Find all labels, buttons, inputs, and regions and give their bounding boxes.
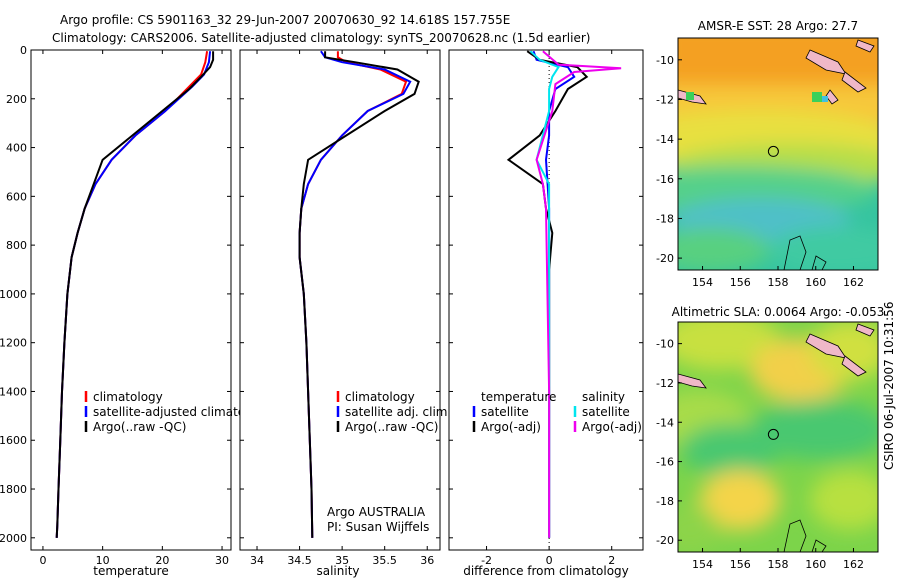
sst-argo-position-marker	[767, 145, 779, 157]
x-tick-label: 0	[39, 554, 46, 567]
map-y-tick-label: -16	[656, 173, 674, 186]
salinity-xlabel: salinity	[316, 564, 359, 578]
legend-label-climatology: climatology	[345, 390, 415, 404]
figure-title-line1: Argo profile: CS 5901163_32 29-Jun-2007 …	[60, 13, 510, 27]
x-tick-label: 30	[215, 554, 229, 567]
map-y-tick-label: -12	[656, 377, 674, 390]
timestamp-side-label: CSIRO 06-Jul-2007 10:31:56	[882, 302, 896, 470]
x-tick-label: 20	[155, 554, 169, 567]
temperature-legend: climatology satellite-adjusted climatolo…	[84, 390, 271, 434]
y-tick-label: 1600	[0, 434, 27, 447]
legend-label-climatology: climatology	[93, 390, 163, 404]
map-y-tick-label: -18	[656, 495, 674, 508]
map-y-tick-label: -10	[656, 54, 674, 67]
credit-line1: Argo AUSTRALIA	[327, 505, 426, 519]
sla-map-ticks: 154 156 158 160 162 -10 -12 -14 -16 -18 -20	[656, 338, 864, 571]
sla-map-panel: Altimetric SLA: 0.0064 Argo: -0.053	[656, 305, 885, 571]
x-tick-label: 35.5	[372, 554, 397, 567]
y-tick-label: 1200	[0, 337, 27, 350]
figure-title-line2: Climatology: CARS2006. Satellite-adjuste…	[52, 31, 590, 45]
x-tick-label: 2	[608, 554, 615, 567]
y-tick-label: 400	[6, 142, 27, 155]
legend-title-temperature: temperature	[481, 390, 556, 404]
sla-land-masses	[678, 323, 875, 552]
temperature-x-ticks: 0 10 20 30	[39, 50, 229, 567]
map-y-tick-label: -14	[656, 416, 674, 429]
y-tick-label: 1800	[0, 483, 27, 496]
legend-label-satellite: satellite-adjusted climatology	[93, 405, 271, 419]
sst-map-panel: AMSR-E SST: 28 Argo: 27.7	[656, 19, 879, 289]
difference-panel: -2 0 2 difference from climatology tempera…	[448, 49, 644, 578]
y-tick-label: 1000	[0, 288, 27, 301]
map-y-tick-label: -14	[656, 133, 674, 146]
sla-argo-position-marker	[767, 428, 779, 440]
y-tick-label: 200	[6, 93, 27, 106]
sla-map-field	[678, 322, 878, 552]
x-tick-label: -2	[481, 554, 492, 567]
map-y-tick-label: -20	[656, 534, 674, 547]
difference-y-ticks	[449, 49, 643, 539]
difference-legend: temperature salinity satellite Argo(-adj…	[472, 390, 642, 434]
y-tick-label: 600	[6, 190, 27, 203]
x-tick-label: 10	[96, 554, 110, 567]
legend-label-sal-argo: Argo(-adj)	[582, 420, 642, 434]
sst-map-field	[678, 38, 878, 270]
sst-map-title: AMSR-E SST: 28 Argo: 27.7	[698, 19, 858, 33]
legend-label-sal-satellite: satellite	[582, 405, 630, 419]
x-tick-label: 36	[420, 554, 434, 567]
map-x-tick-label: 162	[843, 558, 864, 571]
x-tick-label: 35	[335, 554, 349, 567]
y-tick-label: 1400	[0, 385, 27, 398]
temperature-xlabel: temperature	[93, 564, 168, 578]
map-x-tick-label: 154	[692, 276, 713, 289]
map-y-tick-label: -18	[656, 212, 674, 225]
sla-map-title: Altimetric SLA: 0.0064 Argo: -0.053	[672, 305, 885, 319]
salinity-legend: climatology satellite adj. clim. Argo(..…	[336, 390, 451, 434]
x-tick-label: 34.5	[287, 554, 312, 567]
legend-title-salinity: salinity	[582, 390, 625, 404]
map-y-tick-label: -10	[656, 338, 674, 351]
map-x-tick-label: 156	[730, 558, 751, 571]
y-tick-label: 0	[20, 44, 27, 57]
salinity-argo-line	[298, 51, 420, 538]
x-tick-label: 34	[250, 554, 264, 567]
map-y-tick-label: -12	[656, 93, 674, 106]
temperature-argo-line	[55, 51, 215, 538]
temperature-y-ticks: 0 200 400 600 800 1000 1200 1400 1600 1800 2000	[0, 44, 231, 545]
sst-land-masses	[678, 39, 875, 270]
y-tick-label: 2000	[0, 532, 27, 545]
map-x-tick-label: 160	[805, 276, 826, 289]
difference-x-ticks: -2 0 2	[481, 50, 615, 567]
legend-label-satellite: satellite adj. clim.	[345, 405, 451, 419]
legend-label-argo: Argo(..raw -QC)	[93, 420, 186, 434]
legend-label-argo: Argo(..raw -QC)	[345, 420, 438, 434]
salinity-panel: 34 34.5 35 35.5 36 salinity climatology sate…	[239, 49, 451, 578]
x-tick-label: 0	[546, 554, 553, 567]
map-x-tick-label: 160	[805, 558, 826, 571]
diff-salinity-satellite-line	[529, 50, 561, 538]
map-x-tick-label: 156	[730, 276, 751, 289]
legend-label-temp-argo: Argo(-adj)	[481, 420, 541, 434]
salinity-x-ticks: 34 34.5 35 35.5 36	[250, 50, 434, 567]
temperature-panel: 0 200 400 600 800 1000 1200 1400 1600 1800 2000 0 1…	[0, 44, 271, 578]
map-x-tick-label: 158	[768, 558, 789, 571]
map-x-tick-label: 154	[692, 558, 713, 571]
map-x-tick-label: 162	[843, 276, 864, 289]
salinity-y-ticks	[240, 49, 440, 539]
credit-line2: PI: Susan Wijffels	[327, 520, 429, 534]
difference-xlabel: difference from climatology	[463, 564, 629, 578]
map-x-tick-label: 158	[768, 276, 789, 289]
salinity-axes-frame	[239, 49, 441, 551]
y-tick-label: 800	[6, 239, 27, 252]
diff-salinity-argo-line	[535, 50, 622, 538]
map-y-tick-label: -16	[656, 456, 674, 469]
sst-map-ticks: 154 156 158 160 162 -10 -12 -14 -16 -18 -20	[656, 54, 864, 289]
map-y-tick-label: -20	[656, 252, 674, 265]
temperature-axes-frame	[30, 49, 232, 551]
legend-label-temp-satellite: satellite	[481, 405, 529, 419]
